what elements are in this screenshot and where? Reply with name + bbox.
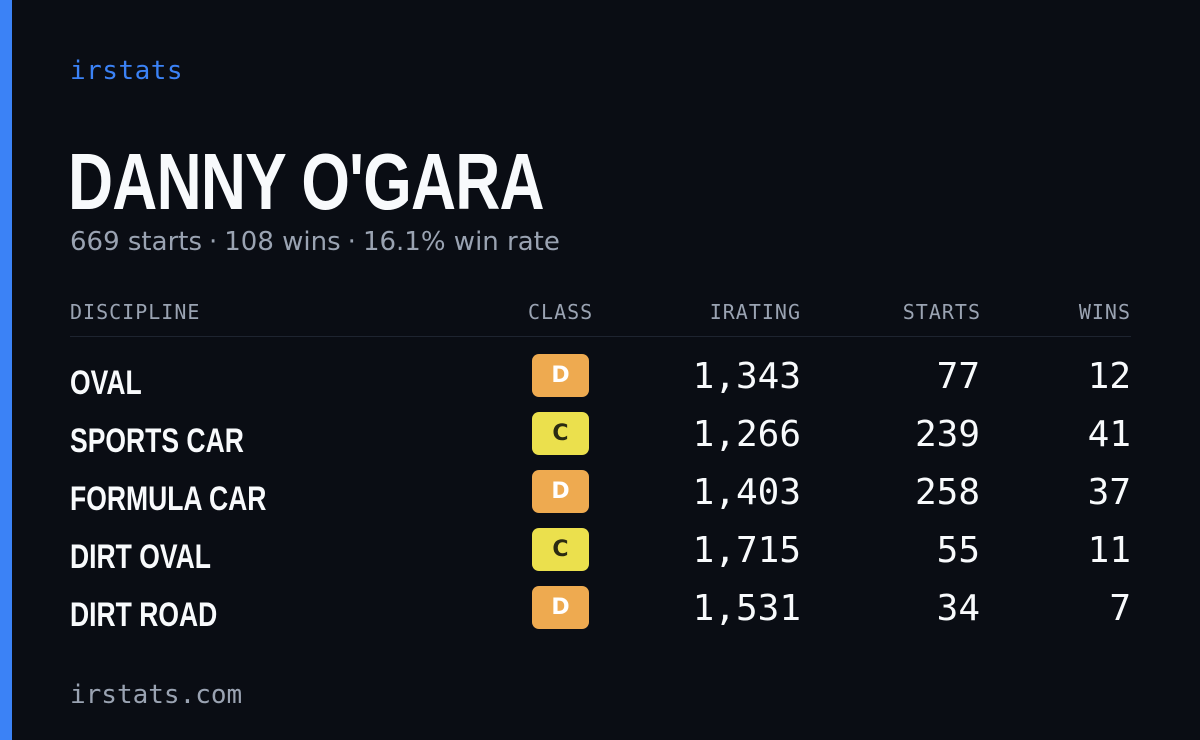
summary-separator: · [347, 227, 356, 257]
wins-value: 11 [1087, 530, 1131, 571]
table-row: SPORTS CAR C 1,266 239 41 [70, 408, 1131, 466]
driver-name: DANNY O'GARA [68, 137, 545, 226]
starts-value: 55 [936, 530, 980, 571]
discipline-name: DIRT ROAD [70, 596, 218, 634]
discipline-name: OVAL [70, 364, 142, 402]
class-badge: D [532, 586, 589, 629]
table-row: OVAL D 1,343 77 12 [70, 350, 1131, 408]
irating-value: 1,403 [692, 472, 801, 513]
irating-value: 1,343 [692, 356, 801, 397]
accent-bar [0, 0, 12, 740]
discipline-table: OVAL D 1,343 77 12 SPORTS CAR C 1,266 23… [70, 350, 1131, 640]
table-row: DIRT OVAL C 1,715 55 11 [70, 524, 1131, 582]
wins-value: 7 [1109, 588, 1131, 629]
header-wins: WINS [1078, 300, 1131, 324]
irating-value: 1,266 [692, 414, 801, 455]
starts-value: 258 [914, 472, 980, 513]
class-badge: C [532, 412, 589, 455]
table-row: FORMULA CAR D 1,403 258 37 [70, 466, 1131, 524]
header-class: CLASS [528, 300, 594, 324]
discipline-name: FORMULA CAR [70, 480, 267, 518]
class-badge: C [532, 528, 589, 571]
class-badge: D [532, 354, 589, 397]
starts-value: 34 [936, 588, 980, 629]
starts-value: 239 [914, 414, 980, 455]
header-starts: STARTS [902, 300, 981, 324]
summary-win-rate: 16.1% win rate [362, 227, 560, 257]
irating-value: 1,531 [692, 588, 801, 629]
wins-value: 37 [1087, 472, 1131, 513]
summary-starts: 669 starts [70, 227, 202, 257]
wins-value: 41 [1087, 414, 1131, 455]
discipline-name: SPORTS CAR [70, 422, 244, 460]
wins-value: 12 [1087, 356, 1131, 397]
brand-logo[interactable]: irstats [70, 56, 184, 86]
footer-url[interactable]: irstats.com [70, 680, 243, 710]
table-row: DIRT ROAD D 1,531 34 7 [70, 582, 1131, 640]
class-badge: D [532, 470, 589, 513]
summary-separator: · [209, 227, 218, 257]
table-header: DISCIPLINE CLASS IRATING STARTS WINS [70, 300, 1131, 337]
header-discipline: DISCIPLINE [70, 300, 201, 324]
starts-value: 77 [936, 356, 980, 397]
driver-summary: 669 starts · 108 wins · 16.1% win rate [70, 227, 560, 257]
irating-value: 1,715 [692, 530, 801, 571]
summary-wins: 108 wins [224, 227, 341, 257]
header-irating: IRATING [709, 300, 801, 324]
discipline-name: DIRT OVAL [70, 538, 211, 576]
